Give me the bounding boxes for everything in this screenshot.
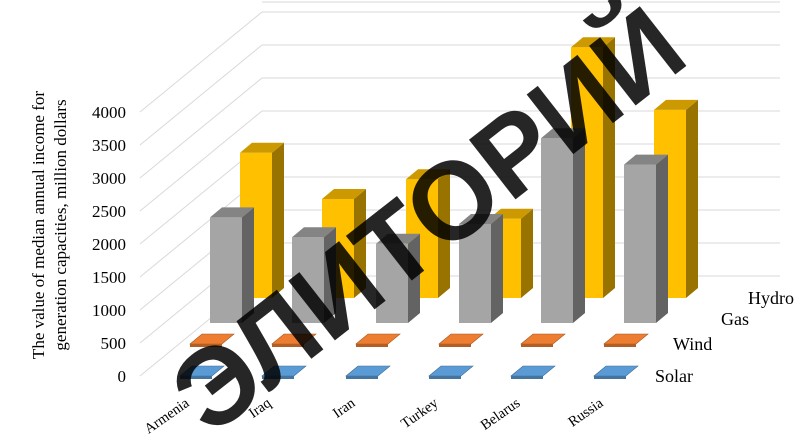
grid-diagonal	[139, 77, 263, 179]
y-tick-label: 500	[101, 334, 127, 353]
category-label: Belarus	[478, 395, 524, 434]
bar-solar-iraq	[261, 365, 307, 379]
y-tick-label: 2500	[92, 202, 126, 221]
bar-hydro-turkey	[459, 214, 503, 323]
grid-diagonal	[139, 11, 263, 113]
bar-solar-iran	[345, 365, 391, 379]
y-tick-label: 2000	[92, 235, 126, 254]
bar-wind-turkey	[438, 333, 484, 347]
series-label-solar: Solar	[655, 366, 693, 386]
grid-diagonal	[139, 110, 263, 212]
category-label: Turkey	[398, 395, 442, 432]
y-tick-label: 3500	[92, 136, 126, 155]
bar-solar-armenia	[179, 365, 225, 379]
series-label-hydro: Hydro	[748, 288, 794, 308]
bar-wind-iran	[355, 333, 401, 347]
y-tick-label: 3000	[92, 169, 126, 188]
bar-wind-armenia	[189, 333, 235, 347]
bar-hydro-armenia	[210, 207, 254, 323]
y-axis-title-line-1: The value of median annual income for	[29, 91, 48, 359]
y-axis-title-line-2: generation capacities, million dollars	[51, 99, 70, 350]
y-tick-label: 1500	[92, 268, 126, 287]
category-label: Russia	[565, 395, 606, 431]
bar-wind-belarus	[520, 333, 566, 347]
bar-hydro-iran	[376, 233, 420, 323]
bar-wind-russia	[603, 333, 649, 347]
bar-hydro-russia	[624, 154, 668, 323]
bar-hydro-iraq	[292, 227, 336, 323]
category-label: Iran	[330, 395, 359, 422]
y-tick-label: 1000	[92, 301, 126, 320]
grid-diagonal	[139, 44, 263, 146]
bar-wind-iraq	[271, 333, 317, 347]
y-tick-label: 0	[118, 367, 127, 386]
bar-solar-belarus	[510, 365, 556, 379]
y-tick-label: 4000	[92, 103, 126, 122]
series-label-wind: Wind	[673, 334, 712, 354]
bar-solar-turkey	[428, 365, 474, 379]
bar-solar-russia	[593, 365, 639, 379]
bar-hydro-belarus	[541, 128, 585, 323]
series-label-gas: Gas	[721, 309, 749, 329]
y-axis-ticks: 0 500 1000 1500 2000 2500 3000 3500 4000	[92, 103, 126, 386]
bars	[179, 37, 698, 379]
